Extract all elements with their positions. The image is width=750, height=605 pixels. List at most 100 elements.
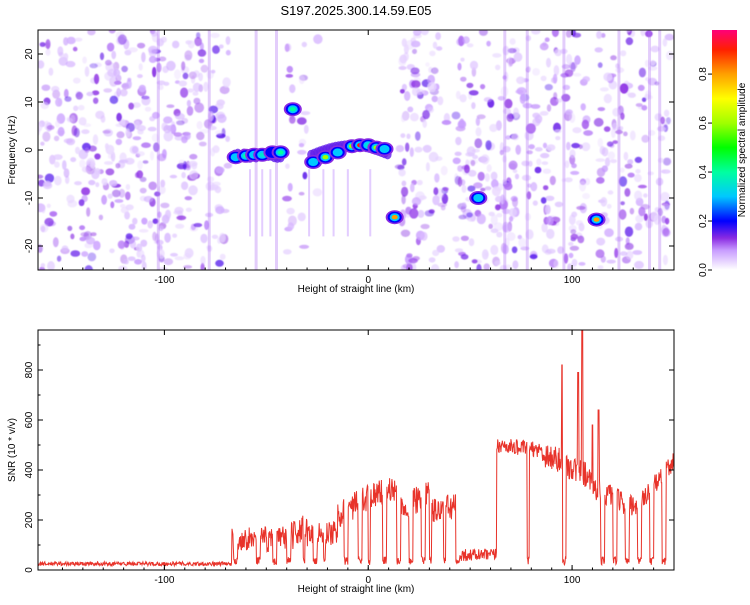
spectrogram-blob [507,48,517,54]
spectrogram-blob [568,214,576,226]
spectrogram-blob [514,173,520,180]
spectrogram-blob [528,144,535,150]
spectrogram-blob [502,75,507,80]
spectrogram-blob [492,53,502,58]
spectrogram-blob [417,209,425,218]
spectrogram-blob [518,237,527,248]
spectrogram-blob [125,128,130,137]
spectrogram-blob [494,260,501,266]
spectrogram-blob [132,217,138,225]
spectrogram-blob [163,131,174,142]
spectrogram-blob [662,203,670,212]
spectrogram-blob [163,116,173,124]
spectrogram-blob [571,163,577,169]
spectrogram-blob [194,102,205,113]
spectrogram-x-ticks: -100 0 100 [61,30,675,286]
spectrogram-blob [91,90,100,96]
spectrogram-blob [466,82,474,89]
spectrogram-blob [561,93,571,102]
spectrogram-blob [542,168,552,174]
spectrogram-blob [627,159,634,165]
spectrogram-blob [93,73,100,85]
spectrogram-blob [572,32,582,38]
spectrogram-blob [215,206,225,215]
spectrogram-blob [140,239,148,247]
spectrogram-blob [551,30,559,38]
spectrogram-x-tick-label: 0 [365,275,371,286]
spectrogram-blob [491,186,501,197]
spectrogram-blob [650,45,660,53]
spectrogram-hotspot [328,145,347,160]
spectrogram-blob [198,58,205,64]
spectrogram-blob [477,171,485,181]
spectrogram-blob [147,126,157,132]
spectrogram-blob [554,49,562,57]
spectrogram-blob [169,174,178,179]
spectrogram-blob [109,95,119,105]
spectrogram-blob [188,185,198,196]
spectrogram-blob [121,65,128,73]
spectrogram-blob [207,125,217,131]
spectrogram-blob [156,64,162,69]
snr-x-tick-label: 0 [365,575,371,586]
spectrogram-blob [157,211,162,218]
spectrogram-blob [409,147,414,158]
spectrogram-blob [166,104,175,108]
snr-y-tick-label: 400 [24,461,35,478]
spectrogram-blob [484,186,492,191]
spectrogram-blob [148,45,158,55]
spectrogram-blob [502,244,509,255]
spectrogram-blob [219,253,226,260]
spectrogram-blob [75,91,84,100]
spectrogram-blob [184,248,194,258]
spectrogram-blob [172,233,178,238]
spectrogram-blob [401,180,407,187]
spectrogram-blob [100,115,106,123]
spectrogram-y-ticks: -20 -10 0 10 20 [24,48,674,253]
spectrogram-blob [173,132,183,137]
spectrogram-blob [170,252,178,257]
spectrogram-blob [197,49,207,57]
snr-y-tick-label: 200 [24,511,35,528]
spectrogram-blob [539,42,549,51]
spectrogram-blob [156,38,164,47]
spectrogram-blob [618,209,627,220]
spectrogram-blob [189,170,199,180]
spectrogram-ghost [269,169,272,237]
spectrogram-ghost [346,169,349,237]
spectrogram-blob [488,223,494,229]
spectrogram-blob [460,235,469,241]
spectrogram-blob [606,141,614,147]
spectrogram-blob [428,257,436,263]
spectrogram-blob [619,167,625,173]
spectrogram-blob [627,172,635,178]
spectrogram-blob [560,48,568,54]
spectrogram-blob [180,87,189,98]
spectrogram-blob [625,37,634,46]
spectrogram-blob [496,213,503,218]
snr-y-tick-label: 600 [24,411,35,428]
spectrogram-blob [601,165,608,173]
spectrogram-blob [561,64,571,70]
spectrogram-blob [125,191,131,201]
spectrogram-blob [647,171,654,176]
spectrogram-blob [629,207,635,215]
spectrogram-blob [566,141,571,151]
spectrogram-blob [596,177,605,184]
spectrogram-blob [596,237,606,246]
spectrogram-blob [511,246,518,254]
spectrogram-blob [46,203,51,208]
spectrogram-blob [495,64,501,71]
spectrogram-blob [657,207,663,217]
spectrogram-blob [301,41,307,48]
spectrogram-blob [643,193,648,198]
spectrogram-blob [93,97,99,104]
spectrogram-blob [103,88,113,93]
spectrogram-blob [55,97,63,107]
spectrogram-blob [553,92,558,100]
spectrogram-blob [411,86,421,97]
spectrogram-blob [657,126,666,132]
spectrogram-blob [455,90,461,100]
spectrogram-blob [124,211,130,220]
